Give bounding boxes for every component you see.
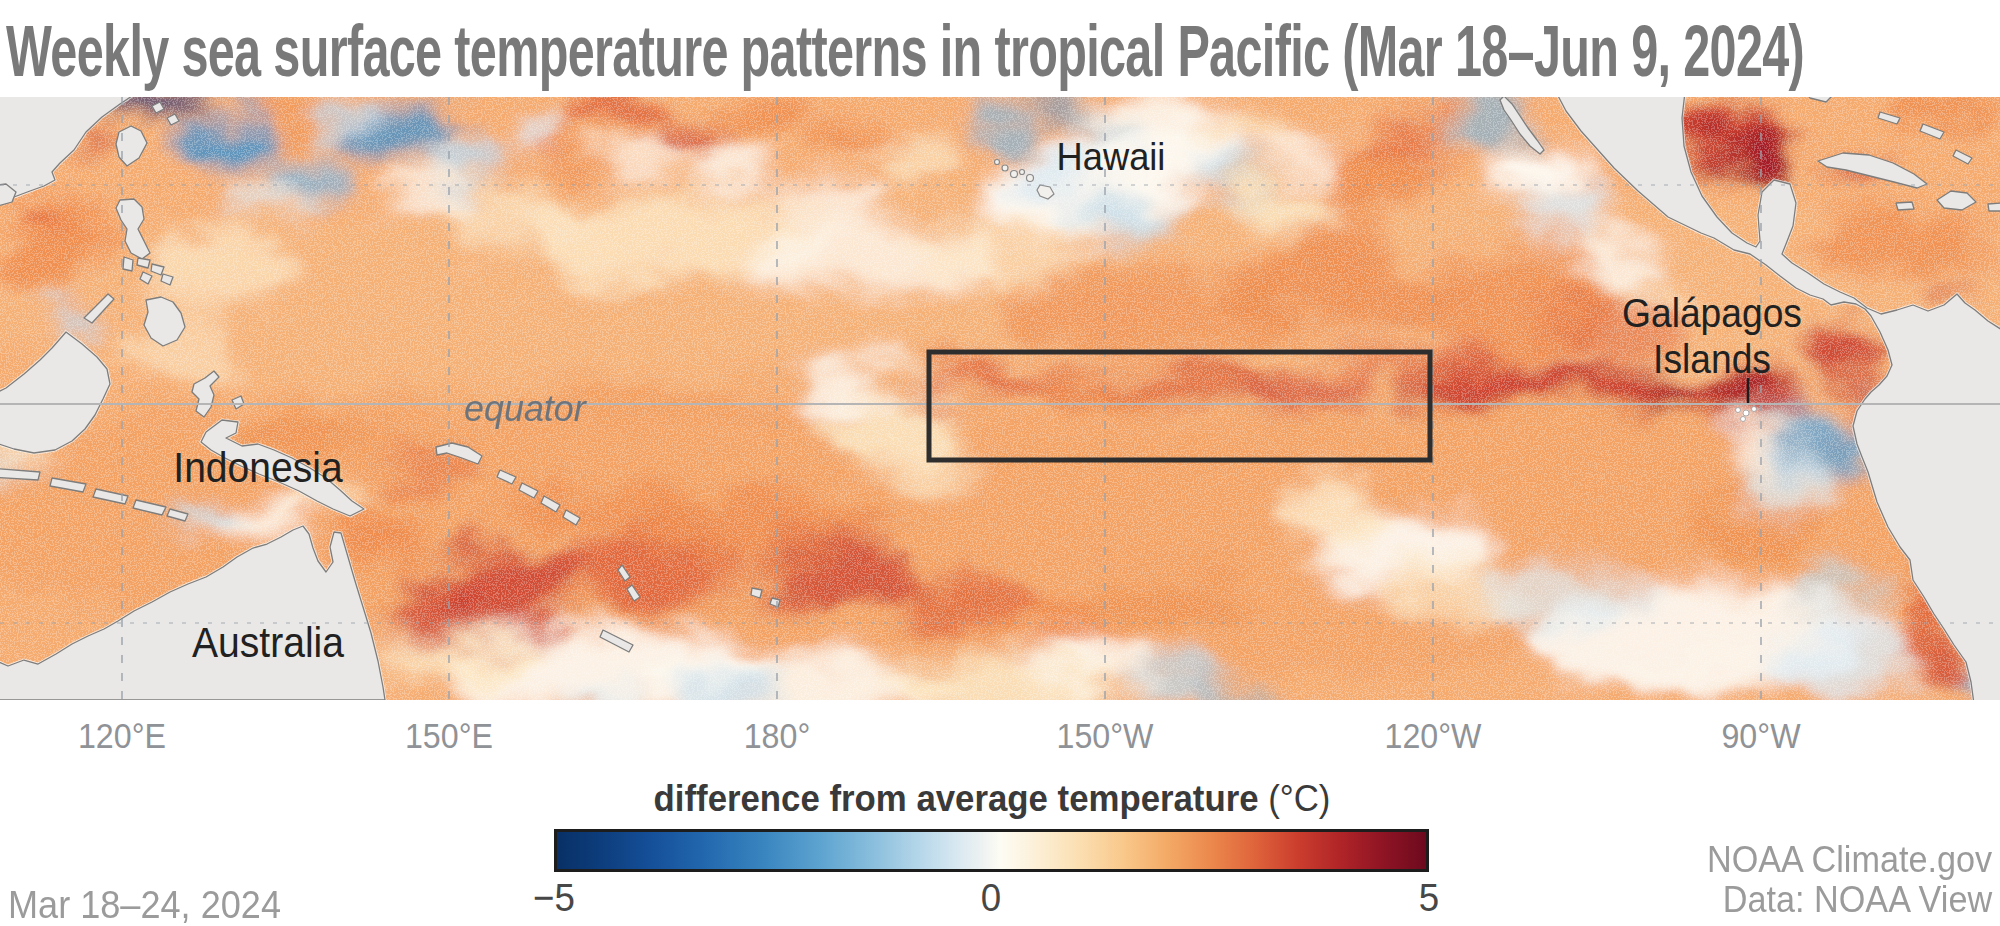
legend-tick-zero: 0: [981, 876, 1001, 920]
credit-climate-gov: NOAA Climate.gov: [1707, 840, 1992, 880]
map-label-equator: equator: [464, 388, 586, 430]
credit-data-source: Data: NOAA View: [1707, 880, 1992, 920]
lon-label-180: 180°: [744, 716, 811, 756]
legend-title: difference from average temperature (°C): [654, 778, 1331, 820]
legend-colorbar: [554, 829, 1429, 872]
map-label-australia: Australia: [192, 619, 344, 667]
lon-label-150e: 150°E: [405, 716, 493, 756]
page-title: Weekly sea surface temperature patterns …: [6, 10, 1804, 92]
map-label-indonesia: Indonesia: [173, 444, 342, 492]
page: Weekly sea surface temperature patterns …: [0, 0, 2000, 926]
legend-tick-max: 5: [1419, 876, 1439, 920]
map-label-galapagos: Galápagos Islands: [1622, 290, 1802, 382]
footer-date-range: Mar 18–24, 2024: [8, 884, 281, 926]
lon-label-90w: 90°W: [1721, 716, 1800, 756]
map-label-hawaii: Hawaii: [1057, 135, 1166, 179]
lon-label-120w: 120°W: [1384, 716, 1481, 756]
footer-credits: NOAA Climate.gov Data: NOAA View: [1707, 840, 1992, 920]
lon-label-120e: 120°E: [78, 716, 166, 756]
map-canvas: [0, 97, 2000, 700]
sst-anomaly-map: Hawaii Indonesia Australia Galápagos Isl…: [0, 97, 2000, 700]
legend-tick-min: −5: [533, 876, 575, 920]
lon-label-150w: 150°W: [1056, 716, 1153, 756]
